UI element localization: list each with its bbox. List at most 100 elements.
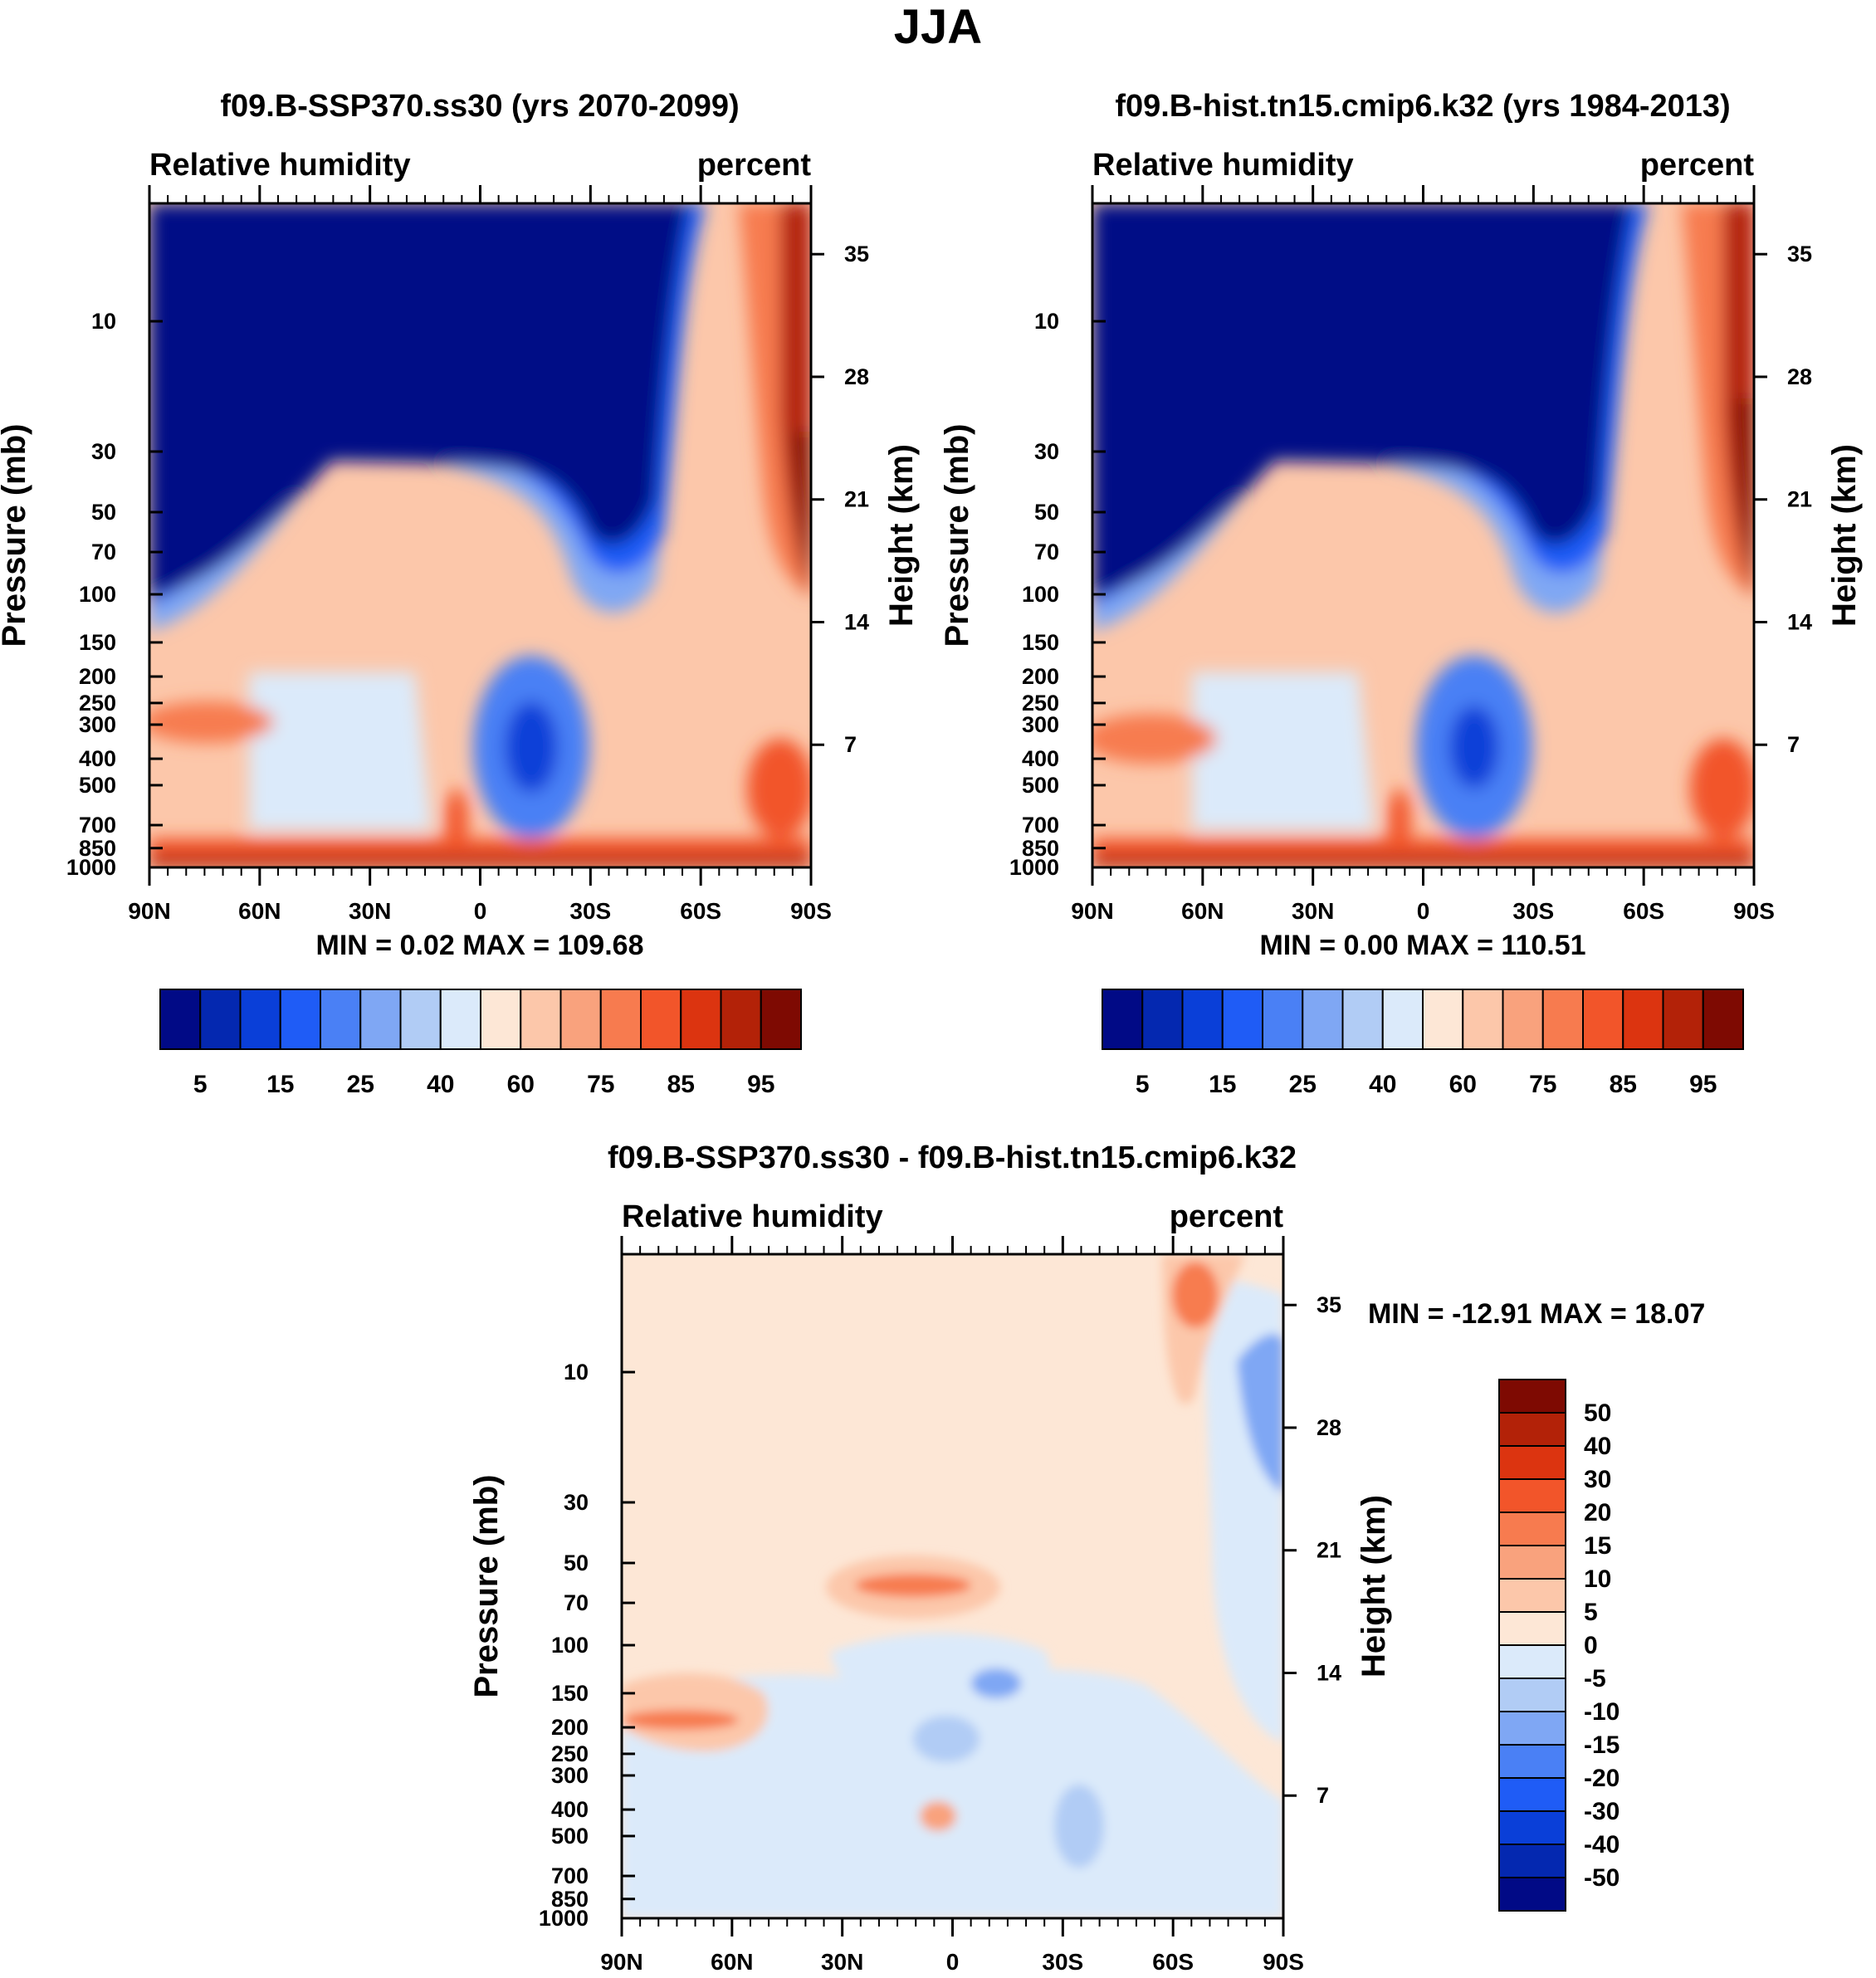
colorbar-box [1498, 1379, 1566, 1414]
colorbar-box [1498, 1711, 1566, 1746]
pressure-tick-label: 50 [91, 500, 116, 525]
height-tick-label: 21 [1787, 487, 1812, 512]
colorbar-label: 50 [1584, 1399, 1611, 1427]
colorbar-box [680, 989, 722, 1050]
panel-a-colorbar: 5 15 25 40 60 75 85 95 [159, 989, 802, 1098]
panel-c-units: percent [1170, 1199, 1284, 1234]
pressure-tick-label: 70 [91, 540, 116, 564]
pressure-tick-label: 30 [91, 439, 116, 464]
colorbar-box [1221, 989, 1263, 1050]
height-tick-label: 7 [1787, 732, 1800, 757]
panel-a-stats: MIN = 0.02 MAX = 109.68 [316, 930, 644, 961]
pressure-tick-label: 300 [79, 712, 116, 737]
colorbar-label: -30 [1584, 1798, 1620, 1825]
pressure-tick-label: 200 [551, 1715, 589, 1740]
pressure-tick-label: 400 [1022, 746, 1059, 771]
pressure-tick-label: 250 [1022, 691, 1059, 715]
colorbar-box [1662, 989, 1704, 1050]
lat-tick-label: 30S [569, 898, 611, 924]
colorbar-label: 0 [1584, 1632, 1598, 1659]
height-tick-label: 21 [844, 487, 869, 512]
height-tick-label: 35 [844, 242, 869, 266]
colorbar-box [199, 989, 242, 1050]
panel-b-units: percent [1640, 148, 1755, 183]
panel-c-variable: Relative humidity [622, 1199, 883, 1234]
colorbar-box [1498, 1578, 1566, 1613]
colorbar-label: -50 [1584, 1864, 1620, 1892]
pressure-tick-label: 400 [551, 1797, 589, 1822]
lat-tick-label: 60N [1181, 898, 1224, 924]
pressure-tick-label: 700 [551, 1863, 589, 1888]
pressure-tick-label: 200 [1022, 664, 1059, 689]
colorbar-box [1702, 989, 1744, 1050]
colorbar-box [1302, 989, 1344, 1050]
colorbar-box [1498, 1512, 1566, 1546]
colorbar-label: 85 [667, 1071, 695, 1098]
height-tick-label: 14 [1317, 1660, 1341, 1685]
lat-tick-label: 30N [349, 898, 391, 924]
pressure-tick-label: 400 [79, 746, 116, 771]
colorbar-label: 40 [1584, 1433, 1611, 1460]
colorbar-label: 95 [1689, 1071, 1717, 1098]
colorbar-box [439, 989, 481, 1050]
pressure-tick-label: 100 [1022, 582, 1059, 607]
colorbar-label: 40 [1369, 1071, 1396, 1098]
colorbar-box [1422, 989, 1464, 1050]
panel-c: f09.B-SSP370.ss30 - f09.B-hist.tn15.cmip… [468, 1140, 1705, 1975]
colorbar-box [399, 989, 442, 1050]
height-tick-label: 28 [1787, 364, 1812, 389]
colorbar-label: 15 [1209, 1071, 1236, 1098]
panel-b-contour-field [1092, 203, 1754, 867]
colorbar-label: 85 [1610, 1071, 1637, 1098]
colorbar-label: 95 [747, 1071, 774, 1098]
panel-b: f09.B-hist.tn15.cmip6.k32 (yrs 1984-2013… [939, 89, 1863, 1098]
pressure-tick-label: 500 [79, 773, 116, 798]
pressure-tick-label: 500 [551, 1824, 589, 1849]
pressure-tick-label: 150 [551, 1681, 589, 1706]
pressure-tick-label: 300 [551, 1763, 589, 1788]
height-tick-label: 14 [844, 609, 869, 634]
colorbar-box [1582, 989, 1624, 1050]
pressure-tick-label: 70 [564, 1590, 589, 1615]
panel-c-stats: MIN = -12.91 MAX = 18.07 [1368, 1298, 1705, 1330]
height-tick-label: 28 [1317, 1415, 1341, 1440]
lat-tick-label: 60S [680, 898, 721, 924]
pressure-tick-label: 50 [564, 1551, 589, 1575]
colorbar-box [1541, 989, 1584, 1050]
colorbar-box [1341, 989, 1384, 1050]
colorbar-label: 40 [427, 1071, 454, 1098]
pressure-tick-label: 700 [79, 813, 116, 838]
colorbar-box [760, 989, 802, 1050]
panel-a-contour-field [149, 203, 811, 867]
colorbar-label: -10 [1584, 1698, 1620, 1726]
colorbar-box [599, 989, 642, 1050]
colorbar-label: 25 [1289, 1071, 1317, 1098]
lat-tick-label: 0 [474, 898, 487, 924]
colorbar-box [1498, 1545, 1566, 1580]
colorbar-label: -15 [1584, 1731, 1620, 1759]
lat-tick-label: 30S [1042, 1949, 1083, 1975]
colorbar-box [520, 989, 562, 1050]
colorbar-box [480, 989, 522, 1050]
lat-tick-label: 60N [711, 1949, 753, 1975]
y-axis-label-right: Height (km) [1356, 1495, 1392, 1678]
pressure-tick-label: 300 [1022, 712, 1059, 737]
panel-a-axes: 1030507010015020025030040050070085010003… [0, 185, 920, 924]
colorbar-label: 30 [1584, 1466, 1611, 1493]
panel-b-title: f09.B-hist.tn15.cmip6.k32 (yrs 1984-2013… [1115, 89, 1730, 124]
pressure-tick-label: 30 [1034, 439, 1059, 464]
pressure-tick-label: 100 [551, 1633, 589, 1658]
colorbar-box [1462, 989, 1504, 1050]
colorbar-label: -20 [1584, 1765, 1620, 1792]
page-title: JJA [894, 0, 982, 54]
panel-b-colorbar: 5 15 25 40 60 75 85 95 [1102, 989, 1744, 1098]
pressure-tick-label: 1000 [1009, 855, 1059, 880]
colorbar-label: 20 [1584, 1499, 1611, 1526]
pressure-tick-label: 1000 [66, 855, 116, 880]
pressure-tick-label: 10 [564, 1360, 589, 1385]
y-axis-label-right: Height (km) [883, 444, 920, 627]
panel-c-axes: 1030507010015020025030040050070085010003… [468, 1236, 1392, 1975]
colorbar-box [1181, 989, 1224, 1050]
panel-c-title: f09.B-SSP370.ss30 - f09.B-hist.tn15.cmip… [608, 1140, 1297, 1175]
